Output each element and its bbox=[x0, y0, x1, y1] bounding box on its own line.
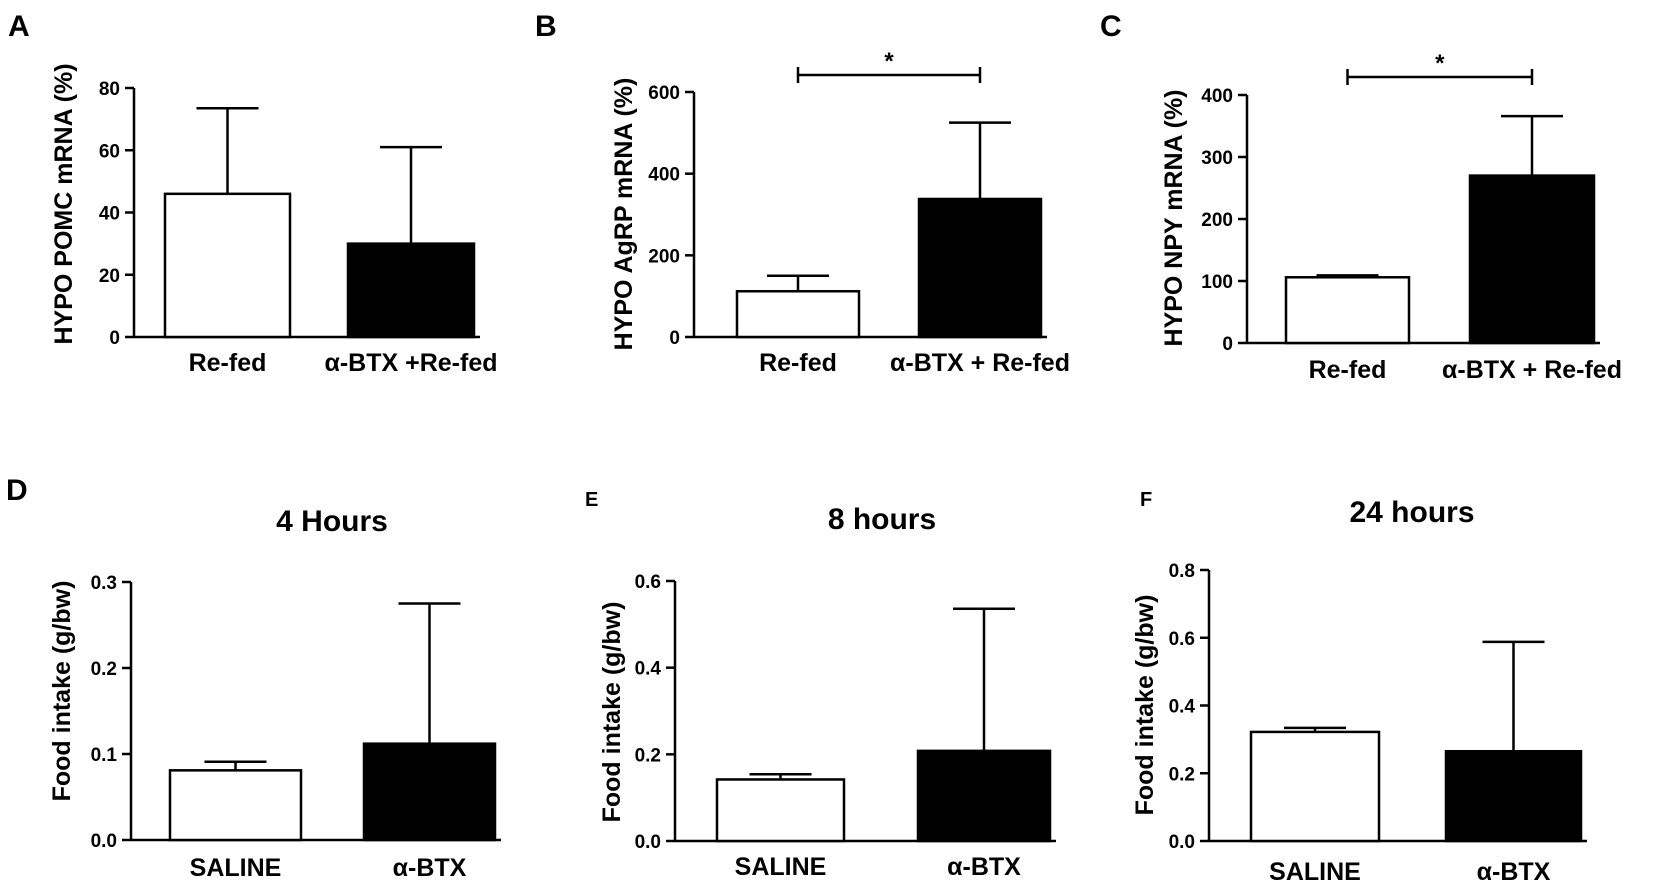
y-tick-label-d: 0.2 bbox=[91, 659, 117, 680]
panel-d-title: 4 Hours bbox=[276, 505, 388, 538]
bar-e-2 bbox=[916, 749, 1052, 843]
bar-d-1 bbox=[168, 769, 303, 842]
significance-star-c: * bbox=[1435, 50, 1445, 77]
panel-b: B HYPO AgRP mRNA (%) bbox=[535, 10, 638, 350]
y-tick-label-c: 0 bbox=[1222, 334, 1233, 355]
panel-d-ylabel: Food intake (g/bw) bbox=[48, 581, 76, 802]
y-tick-label-e: 0.2 bbox=[635, 745, 661, 766]
panel-e-title: 8 hours bbox=[828, 503, 936, 536]
panel-c-letter: C bbox=[1100, 10, 1122, 43]
category-label-d-2: α-BTX bbox=[393, 854, 467, 882]
category-label-d-1: SALINE bbox=[190, 854, 282, 882]
y-tick-label-c: 200 bbox=[1201, 210, 1233, 231]
bar-a-1 bbox=[163, 192, 292, 339]
y-tick-label-b: 400 bbox=[648, 165, 680, 186]
panel-b-ylabel: HYPO AgRP mRNA (%) bbox=[610, 78, 638, 351]
chart-b: 0 200 400 600 Re-fed α-BTX + Re-fed * bbox=[648, 48, 1070, 377]
y-tick-label-f: 0.2 bbox=[1169, 764, 1195, 785]
panel-d: D 4 Hours Food intake (g/bw) bbox=[6, 474, 388, 801]
y-tick-label-d: 0.3 bbox=[91, 573, 117, 594]
panel-f-letter: F bbox=[1140, 489, 1152, 511]
chart-a: 0 20 40 60 80 Re-fed α-BTX +Re-fed bbox=[99, 79, 498, 377]
bar-c-2 bbox=[1468, 174, 1596, 345]
bar-f-2 bbox=[1444, 749, 1583, 843]
bar-c-1 bbox=[1284, 276, 1411, 345]
y-tick-label-a: 60 bbox=[99, 141, 120, 162]
y-tick-label-b: 600 bbox=[648, 83, 680, 104]
y-tick-label-c: 100 bbox=[1201, 272, 1233, 293]
y-tick-label-a: 20 bbox=[99, 266, 120, 287]
panel-e-ylabel: Food intake (g/bw) bbox=[598, 602, 626, 823]
category-label-e-2: α-BTX bbox=[947, 853, 1021, 881]
panel-f-ylabel: Food intake (g/bw) bbox=[1131, 595, 1159, 816]
y-tick-label-f: 0.0 bbox=[1169, 832, 1195, 853]
panel-e-letter: E bbox=[585, 489, 598, 511]
category-label-b-2: α-BTX + Re-fed bbox=[890, 349, 1070, 377]
category-label-f-1: SALINE bbox=[1269, 858, 1361, 886]
panel-b-letter: B bbox=[535, 10, 557, 43]
y-tick-label-b: 0 bbox=[669, 328, 680, 349]
y-tick-label-f: 0.8 bbox=[1169, 561, 1195, 582]
y-tick-label-c: 300 bbox=[1201, 148, 1233, 169]
category-label-f-2: α-BTX bbox=[1477, 858, 1551, 886]
category-label-c-2: α-BTX + Re-fed bbox=[1442, 356, 1622, 384]
y-tick-label-a: 40 bbox=[99, 204, 120, 225]
chart-c: 0 100 200 300 400 Re-fed α-BTX + Re-fed * bbox=[1201, 50, 1622, 384]
y-tick-label-f: 0.6 bbox=[1169, 629, 1195, 650]
bar-d-2 bbox=[362, 742, 497, 842]
y-tick-label-a: 0 bbox=[109, 328, 120, 349]
y-tick-label-f: 0.4 bbox=[1169, 697, 1196, 718]
y-tick-label-b: 200 bbox=[648, 246, 680, 267]
y-tick-label-e: 0.6 bbox=[635, 572, 661, 593]
significance-star-b: * bbox=[884, 48, 894, 75]
y-tick-label-d: 0.1 bbox=[91, 745, 118, 766]
y-tick-label-e: 0.0 bbox=[635, 832, 661, 853]
category-label-c-1: Re-fed bbox=[1309, 356, 1387, 384]
category-label-b-1: Re-fed bbox=[759, 349, 837, 377]
panel-a-letter: A bbox=[8, 10, 30, 43]
panel-d-letter: D bbox=[6, 474, 28, 507]
chart-d: 0.0 0.1 0.2 0.3 SALINE α-BTX bbox=[91, 573, 501, 882]
panel-f: F 24 hours Food intake (g/bw) bbox=[1131, 489, 1475, 815]
chart-e: 0.0 0.2 0.4 0.6 SALINE α-BTX bbox=[635, 572, 1056, 881]
panel-a-ylabel: HYPO POMC mRNA (%) bbox=[50, 63, 78, 344]
bar-b-1 bbox=[735, 290, 861, 339]
category-label-a-2: α-BTX +Re-fed bbox=[324, 349, 497, 377]
panel-c: C HYPO NPY mRNA (%) bbox=[1100, 10, 1188, 346]
bar-a-2 bbox=[346, 242, 476, 339]
y-tick-label-c: 400 bbox=[1201, 86, 1233, 107]
panel-e: E 8 hours Food intake (g/bw) bbox=[585, 489, 936, 822]
panel-f-title: 24 hours bbox=[1349, 496, 1474, 529]
panel-c-ylabel: HYPO NPY mRNA (%) bbox=[1160, 90, 1188, 347]
bar-e-1 bbox=[715, 778, 846, 843]
y-tick-label-e: 0.4 bbox=[635, 659, 662, 680]
bar-b-2 bbox=[917, 197, 1043, 339]
panel-a: A HYPO POMC mRNA (%) bbox=[8, 10, 78, 345]
category-label-e-1: SALINE bbox=[735, 853, 827, 881]
y-tick-label-d: 0.0 bbox=[91, 831, 117, 852]
chart-f: 0.0 0.2 0.4 0.6 0.8 SALINE α-BTX bbox=[1169, 561, 1587, 886]
y-tick-label-a: 80 bbox=[99, 79, 120, 100]
bar-f-1 bbox=[1249, 730, 1381, 843]
category-label-a-1: Re-fed bbox=[189, 349, 267, 377]
